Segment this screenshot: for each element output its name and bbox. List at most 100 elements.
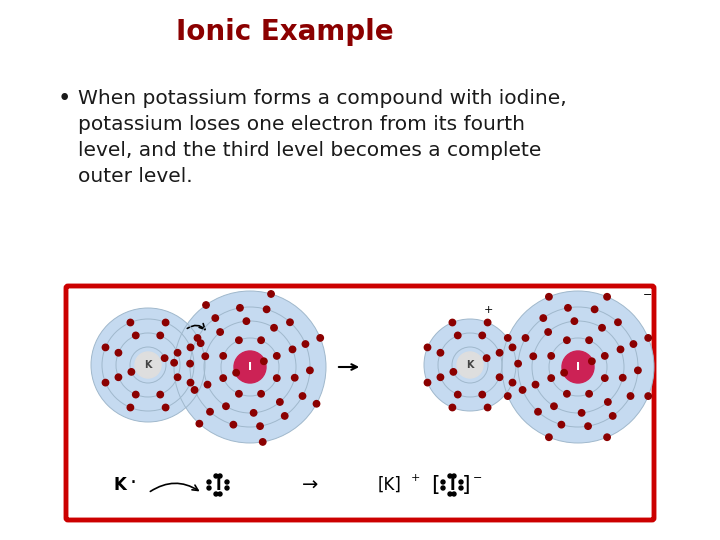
Circle shape bbox=[220, 375, 226, 381]
Circle shape bbox=[102, 380, 109, 386]
Circle shape bbox=[546, 434, 552, 441]
Circle shape bbox=[548, 353, 554, 359]
Circle shape bbox=[540, 315, 546, 321]
Circle shape bbox=[564, 305, 571, 311]
Text: K: K bbox=[467, 360, 474, 370]
Circle shape bbox=[102, 344, 109, 350]
Circle shape bbox=[530, 353, 536, 360]
Circle shape bbox=[448, 474, 452, 478]
Circle shape bbox=[307, 367, 313, 374]
Circle shape bbox=[496, 349, 503, 356]
Circle shape bbox=[300, 393, 306, 399]
Circle shape bbox=[225, 486, 229, 490]
Text: K: K bbox=[144, 360, 152, 370]
Circle shape bbox=[220, 353, 226, 359]
Circle shape bbox=[264, 306, 270, 313]
Circle shape bbox=[187, 344, 194, 350]
Circle shape bbox=[454, 332, 461, 339]
Circle shape bbox=[509, 344, 516, 350]
Circle shape bbox=[235, 337, 242, 343]
Circle shape bbox=[452, 492, 456, 496]
Circle shape bbox=[617, 346, 624, 353]
Circle shape bbox=[505, 393, 511, 399]
Circle shape bbox=[605, 399, 611, 405]
Circle shape bbox=[127, 319, 134, 326]
Circle shape bbox=[204, 321, 296, 413]
Circle shape bbox=[214, 474, 218, 478]
Circle shape bbox=[619, 375, 626, 381]
Circle shape bbox=[292, 375, 298, 381]
Circle shape bbox=[235, 352, 265, 382]
Circle shape bbox=[194, 335, 201, 341]
Text: −: − bbox=[643, 290, 653, 300]
Circle shape bbox=[441, 480, 445, 484]
Circle shape bbox=[548, 375, 554, 381]
Circle shape bbox=[218, 492, 222, 496]
Circle shape bbox=[174, 374, 181, 381]
Circle shape bbox=[207, 409, 213, 415]
Circle shape bbox=[610, 413, 616, 419]
Text: →: → bbox=[302, 476, 318, 495]
Text: K: K bbox=[114, 476, 127, 494]
Circle shape bbox=[604, 294, 611, 300]
Circle shape bbox=[602, 375, 608, 381]
Circle shape bbox=[204, 381, 211, 388]
Circle shape bbox=[452, 347, 488, 383]
Circle shape bbox=[203, 302, 210, 308]
Circle shape bbox=[459, 480, 463, 484]
Circle shape bbox=[235, 390, 242, 397]
Text: I: I bbox=[576, 362, 580, 372]
Circle shape bbox=[163, 404, 168, 411]
Circle shape bbox=[496, 374, 503, 381]
Circle shape bbox=[196, 421, 202, 427]
Circle shape bbox=[602, 353, 608, 359]
Circle shape bbox=[599, 325, 606, 331]
Circle shape bbox=[282, 413, 288, 419]
Circle shape bbox=[424, 380, 431, 386]
Circle shape bbox=[558, 421, 564, 428]
Circle shape bbox=[135, 352, 161, 378]
Circle shape bbox=[449, 319, 456, 326]
Circle shape bbox=[233, 369, 239, 376]
Circle shape bbox=[545, 329, 552, 335]
Circle shape bbox=[243, 318, 250, 325]
Circle shape bbox=[174, 349, 181, 356]
Circle shape bbox=[197, 340, 204, 346]
Circle shape bbox=[259, 438, 266, 445]
Circle shape bbox=[563, 352, 593, 382]
Circle shape bbox=[437, 374, 444, 381]
Circle shape bbox=[485, 404, 491, 411]
Circle shape bbox=[207, 486, 211, 490]
Circle shape bbox=[518, 307, 638, 427]
Circle shape bbox=[564, 390, 570, 397]
Text: When potassium forms a compound with iodine,: When potassium forms a compound with iod… bbox=[78, 89, 567, 107]
Circle shape bbox=[274, 375, 280, 381]
Circle shape bbox=[258, 337, 264, 343]
Circle shape bbox=[522, 335, 528, 341]
Circle shape bbox=[276, 399, 283, 405]
Circle shape bbox=[212, 315, 218, 321]
Text: outer level.: outer level. bbox=[78, 166, 193, 186]
Circle shape bbox=[457, 352, 483, 378]
Circle shape bbox=[485, 319, 491, 326]
Circle shape bbox=[115, 374, 122, 381]
Text: I: I bbox=[248, 362, 252, 372]
Circle shape bbox=[214, 492, 218, 496]
Circle shape bbox=[207, 480, 211, 484]
Circle shape bbox=[287, 319, 293, 326]
Circle shape bbox=[187, 380, 194, 386]
Circle shape bbox=[441, 486, 445, 490]
Text: I: I bbox=[449, 477, 455, 492]
Text: ·: · bbox=[130, 473, 137, 493]
Circle shape bbox=[515, 360, 521, 367]
Circle shape bbox=[645, 335, 652, 341]
Circle shape bbox=[586, 337, 593, 343]
Circle shape bbox=[630, 341, 636, 347]
Circle shape bbox=[532, 381, 539, 388]
Text: ]: ] bbox=[462, 475, 470, 495]
Circle shape bbox=[561, 369, 567, 376]
Circle shape bbox=[157, 332, 163, 339]
Circle shape bbox=[258, 390, 264, 397]
Circle shape bbox=[217, 329, 223, 335]
Circle shape bbox=[449, 404, 456, 411]
